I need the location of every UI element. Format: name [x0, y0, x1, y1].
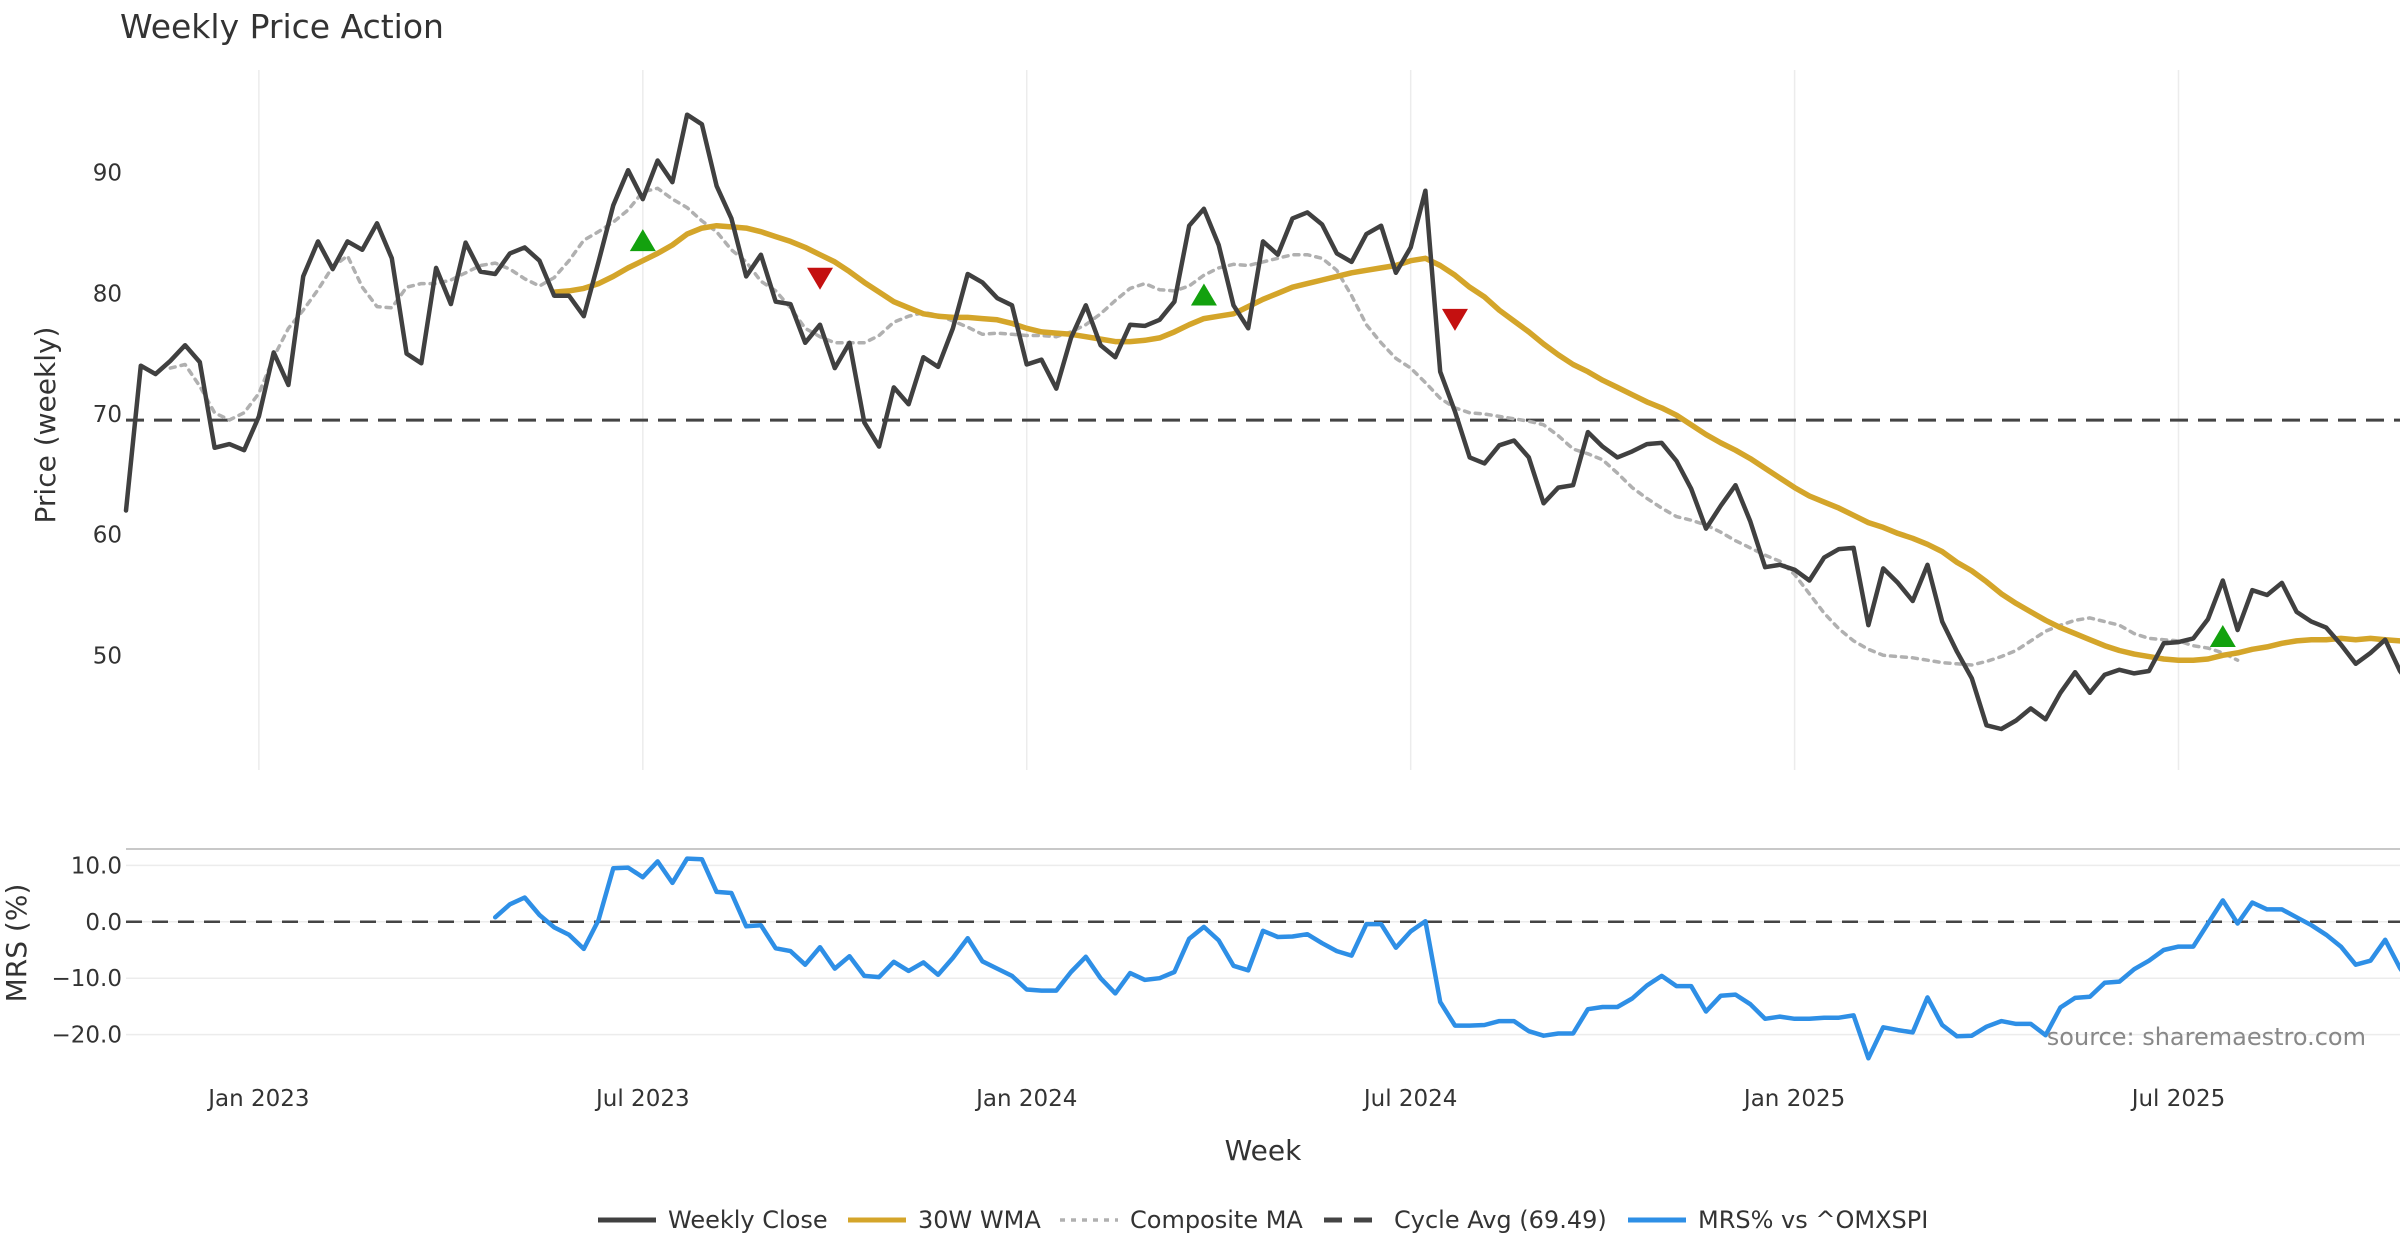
price-y-ticks: 50 60 70 80 90: [93, 161, 122, 670]
wma-30w-line: [551, 222, 2400, 663]
chart-title: Weekly Price Action: [120, 7, 444, 46]
composite-ma-line: [168, 186, 2240, 667]
mrs-y-tick-label: 10.0: [71, 853, 122, 879]
x-tick-label: Jan 2025: [1742, 1086, 1845, 1112]
mrs-series: [126, 856, 2400, 1061]
buy-signal-marker: [629, 229, 656, 252]
mrs-y-tick-label: −10.0: [52, 966, 122, 992]
x-tick-label: Jul 2023: [594, 1086, 690, 1112]
price-y-tick-label: 90: [93, 161, 122, 187]
weekly-close-line: [123, 112, 2400, 732]
x-tick-label: Jul 2024: [1362, 1086, 1458, 1112]
mrs-panel: 10.0 0.0 −10.0 −20.0 MRS (%) source: sharem…: [0, 848, 2400, 1061]
price-series: [123, 112, 2400, 732]
price-y-tick-label: 60: [93, 523, 122, 549]
legend-label: MRS% vs ^OMXSPI: [1698, 1206, 1928, 1234]
price-panel: 50 60 70 80 90 Price (weekly): [29, 112, 2400, 732]
legend-label: 30W WMA: [918, 1206, 1041, 1234]
x-axis-ticks: Jan 2023 Jul 2023 Jan 2024 Jul 2024 Jan 2025…: [206, 1086, 2225, 1112]
legend-label: Cycle Avg (69.49): [1394, 1206, 1607, 1234]
price-y-axis-label: Price (weekly): [29, 327, 62, 524]
sell-signal-marker: [1441, 308, 1468, 331]
mrs-y-tick-label: −20.0: [52, 1023, 122, 1049]
price-y-tick-label: 70: [93, 402, 122, 428]
mrs-y-axis-label: MRS (%): [0, 884, 33, 1003]
buy-signal-marker: [1190, 283, 1217, 306]
source-attribution: source: sharemaestro.com: [2047, 1023, 2366, 1051]
x-axis-label: Week: [1225, 1134, 1302, 1167]
mrs-line: [492, 856, 2400, 1061]
chart-legend: Weekly Close 30W WMA Composite MA Cycle Avg…: [598, 1206, 1928, 1234]
x-tick-label: Jan 2023: [206, 1086, 309, 1112]
legend-label: Composite MA: [1130, 1206, 1303, 1234]
mrs-y-tick-label: 0.0: [85, 910, 122, 936]
sell-signal-marker: [807, 267, 834, 290]
legend-label: Weekly Close: [668, 1206, 828, 1234]
price-y-tick-label: 50: [93, 643, 122, 669]
price-signals: [629, 229, 2236, 648]
x-tick-label: Jul 2025: [2130, 1086, 2226, 1112]
buy-signal-marker: [2209, 625, 2236, 648]
x-tick-label: Jan 2024: [974, 1086, 1077, 1112]
mrs-y-ticks: 10.0 0.0 −10.0 −20.0: [52, 853, 2400, 1049]
price-y-tick-label: 80: [93, 281, 122, 307]
